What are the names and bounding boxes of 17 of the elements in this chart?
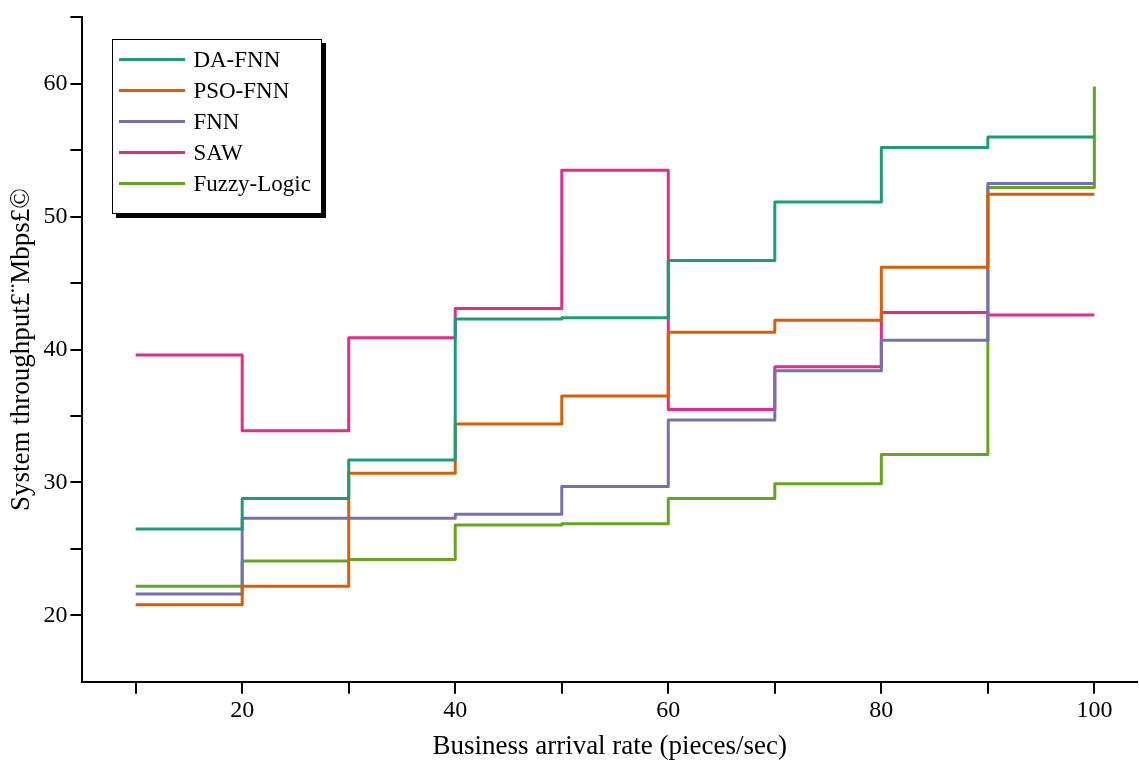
- y-tick-label: 50: [43, 202, 68, 229]
- legend-label: Fuzzy-Logic: [193, 170, 311, 199]
- x-axis-title: Business arrival rate (pieces/sec): [432, 729, 787, 760]
- y-tick-label: 20: [43, 600, 68, 627]
- x-tick-label: 60: [656, 696, 681, 723]
- y-axis-title: System throughput£¨Mbps£©: [5, 188, 36, 511]
- x-tick-label: 80: [869, 696, 894, 723]
- y-tick-label: 60: [43, 69, 68, 96]
- legend-label: DA-FNN: [193, 46, 281, 75]
- y-tick-label: 30: [43, 467, 68, 494]
- legend-label: FNN: [193, 108, 240, 137]
- x-tick-label: 100: [1076, 696, 1113, 723]
- x-tick-label: 20: [230, 696, 255, 723]
- x-tick-label: 40: [443, 696, 468, 723]
- legend-label: SAW: [193, 139, 243, 168]
- y-tick-label: 40: [43, 334, 68, 361]
- legend-label: PSO-FNN: [193, 77, 290, 106]
